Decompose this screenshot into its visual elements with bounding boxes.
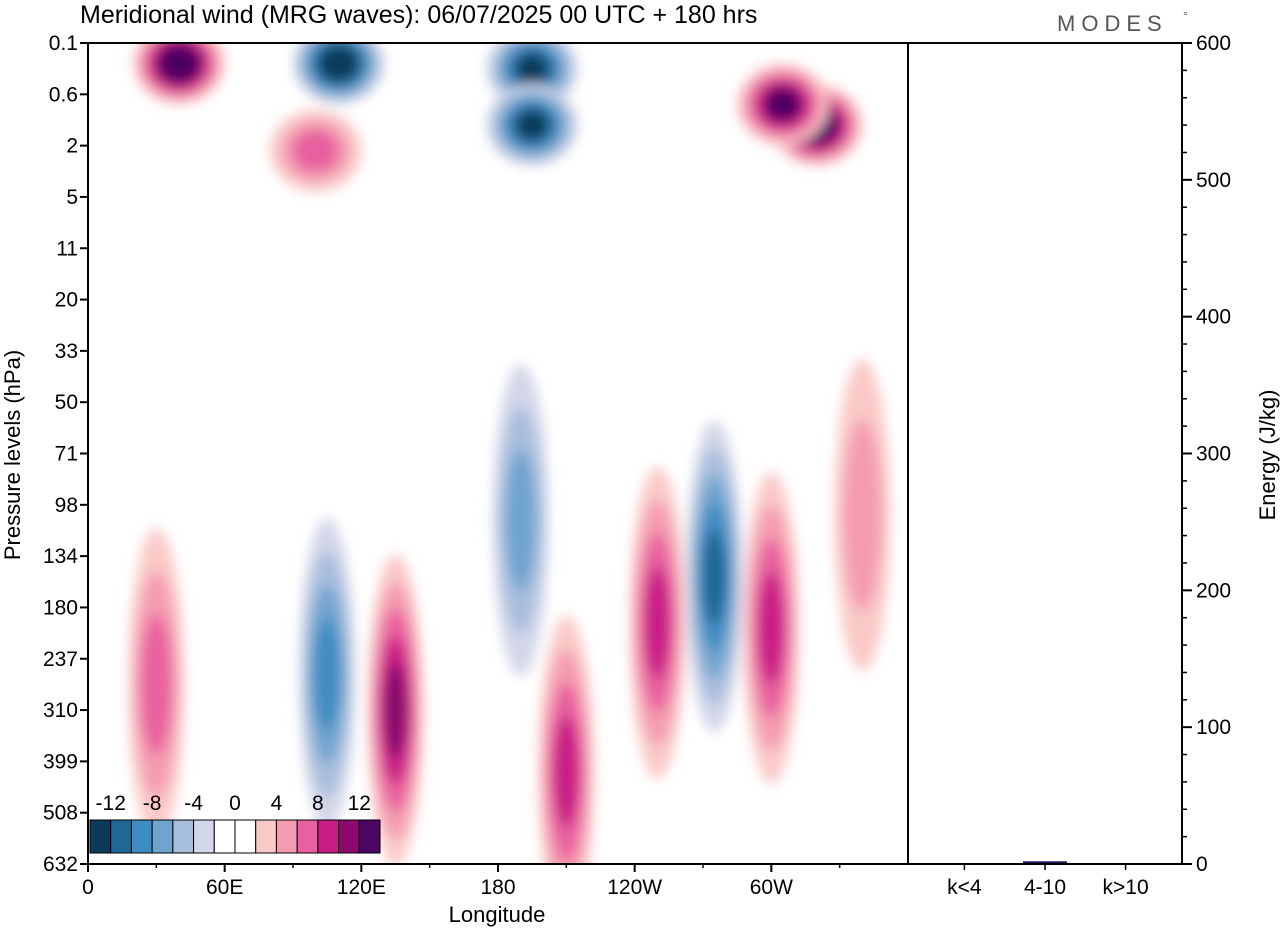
colorbar-swatch	[338, 819, 360, 854]
pressure-tick-label: 399	[43, 750, 78, 773]
contour-feature-0-level-7	[165, 50, 194, 77]
energy-tick-label: 0	[1196, 853, 1208, 876]
colorbar-swatch	[213, 819, 236, 854]
colorbar-swatch	[193, 819, 215, 854]
longitude-tick-label: 60W	[750, 876, 793, 899]
colorbar-swatch	[358, 819, 381, 854]
pressure-axis: 0.1 0.6 2 5 11 20 33 50 71 98 134 180 237 310 399 508 63…	[43, 32, 88, 876]
longitude-tick-label: 180	[480, 876, 515, 899]
contour-feature-2-level-6	[516, 54, 548, 83]
colorbar-swatch	[234, 819, 257, 854]
contour-feature-11-level-5	[702, 529, 727, 624]
contour-feature-7-level-4	[313, 618, 341, 731]
pressure-tick-label: 33	[55, 340, 78, 363]
energy-tick-label: 400	[1196, 306, 1231, 329]
pressure-tick-label: 237	[43, 648, 78, 671]
pressure-tick-label: 20	[55, 289, 78, 312]
contour-feature-8-level-5	[383, 663, 408, 757]
category-tick-label: k<4	[947, 876, 982, 899]
energy-axis-label: Energy (J/kg)	[1255, 390, 1280, 521]
colorbar-tick-label: -8	[143, 792, 162, 815]
energy-plot-area	[908, 43, 1182, 864]
colorbar-tick-label: 12	[348, 792, 371, 815]
contour-feature-9-level-4	[553, 715, 580, 828]
logo-mark: °	[1183, 9, 1188, 23]
contour-feature-1-level-7	[324, 50, 353, 77]
pressure-tick-label: 50	[55, 391, 78, 414]
longitude-tick-label: 120W	[607, 876, 662, 899]
contour-feature-6-level-3	[292, 129, 339, 172]
colorbar-swatch	[317, 819, 340, 854]
colorbar-swatch	[151, 819, 174, 854]
contour-feature-5-level-6	[767, 90, 798, 119]
pressure-tick-label: 508	[43, 802, 78, 825]
x-axis-label: Longitude	[449, 902, 546, 927]
pressure-tick-label: 134	[43, 545, 78, 568]
chart-title: Meridional wind (MRG waves): 06/07/2025 …	[80, 1, 757, 29]
colorbar-swatch	[172, 819, 195, 854]
energy-tick-label: 100	[1196, 716, 1231, 739]
y-axis-label: Pressure levels (hPa)	[0, 350, 25, 560]
pressure-tick-label: 71	[55, 443, 78, 466]
colorbar-tick-label: -4	[184, 792, 203, 815]
longitude-axis: 0 60E 120E 180 120W 60W	[82, 864, 841, 899]
colorbar-swatch	[89, 819, 112, 854]
energy-tick-label: 600	[1196, 32, 1231, 55]
colorbar-tick-label: 0	[229, 792, 241, 815]
colorbar: -12 -8 -4 0 4 8 12	[89, 792, 381, 854]
colorbar-tick-label: 8	[312, 792, 324, 815]
pressure-tick-label: 0.6	[49, 83, 78, 106]
category-tick-label: 4-10	[1024, 876, 1066, 899]
pressure-tick-label: 11	[56, 237, 78, 260]
contour-feature-10-level-4	[644, 566, 671, 679]
colorbar-swatch	[255, 819, 277, 854]
energy-bar-1	[1023, 861, 1067, 864]
category-tick-label: k>10	[1103, 876, 1149, 899]
colorbar-swatch	[275, 819, 298, 854]
contour-feature-15-level-3	[505, 449, 537, 591]
colorbar-swatch	[110, 819, 132, 854]
colorbar-tick-label: -12	[96, 792, 126, 815]
pressure-tick-label: 2	[66, 135, 78, 158]
contour-feature-3-level-6	[516, 111, 548, 140]
pressure-tick-label: 98	[55, 494, 78, 517]
contour-feature-12-level-4	[758, 571, 785, 684]
colorbar-tick-label: 4	[271, 792, 283, 815]
contour-feature-13-level-3	[140, 614, 172, 755]
contour-feature-14-level-2	[843, 419, 882, 612]
energy-tick-label: 300	[1196, 443, 1231, 466]
pressure-tick-label: 5	[66, 186, 78, 209]
colorbar-swatch	[296, 819, 319, 854]
energy-tick-label: 500	[1196, 169, 1231, 192]
pressure-tick-label: 310	[43, 699, 78, 722]
modes-logo: MODES	[1057, 11, 1168, 36]
pressure-tick-label: 632	[43, 853, 78, 876]
pressure-tick-label: 180	[43, 596, 78, 619]
contour-field	[128, 43, 891, 864]
longitude-tick-label: 0	[82, 876, 94, 899]
energy-category-axis: k<4 4-10 k>10	[947, 864, 1149, 899]
energy-axis: 0 100 200 300 400 500 600	[1182, 32, 1231, 876]
energy-tick-label: 200	[1196, 579, 1231, 602]
longitude-tick-label: 120E	[337, 876, 386, 899]
longitude-tick-label: 60E	[206, 876, 243, 899]
colorbar-swatch	[130, 819, 153, 854]
pressure-tick-label: 0.1	[49, 32, 78, 55]
